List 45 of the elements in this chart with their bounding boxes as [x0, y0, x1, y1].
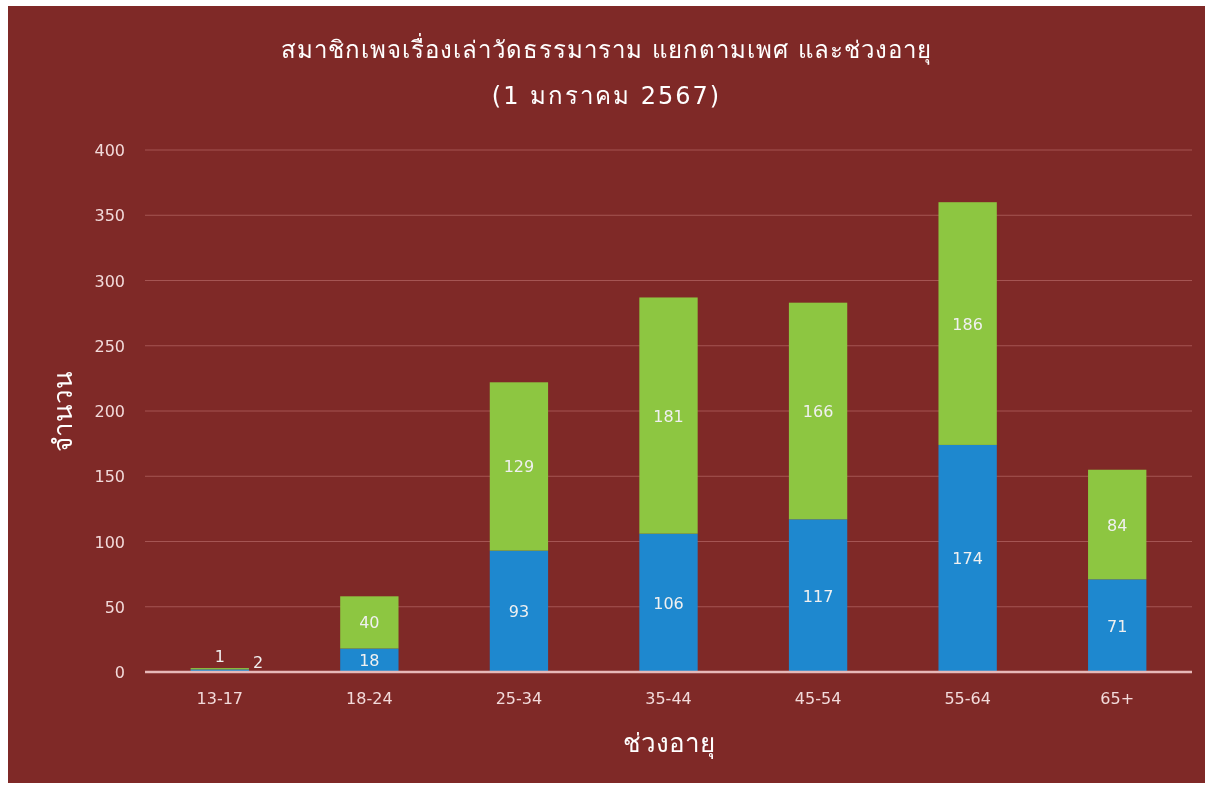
data-label: 71 [1107, 616, 1128, 636]
y-tick-label: 350 [94, 206, 125, 226]
y-tick-label: 50 [104, 597, 125, 617]
x-tick-label: 65+ [1100, 689, 1135, 708]
bar [788, 302, 848, 520]
bar [1088, 579, 1147, 672]
data-label: 174 [952, 549, 983, 569]
data-label: 40 [359, 613, 380, 633]
y-tick-label: 150 [94, 467, 125, 487]
data-label: 18 [359, 651, 380, 671]
bar [489, 550, 549, 672]
bar [938, 444, 997, 672]
bar [639, 297, 698, 534]
y-tick-label: 300 [94, 271, 125, 291]
x-tick-label: 18-24 [346, 689, 393, 708]
x-axis-title: ช่วงอายุ [622, 728, 715, 759]
x-tick-label: 35-44 [645, 689, 692, 708]
x-tick-label: 25-34 [495, 689, 543, 708]
bar [938, 202, 997, 445]
data-label: 181 [653, 406, 684, 426]
bar [340, 596, 399, 649]
y-tick-label: 400 [94, 141, 125, 160]
data-label: 117 [802, 586, 834, 606]
y-axis-title: จำนวน [48, 370, 78, 452]
bar [639, 533, 698, 672]
x-tick-label: 13-17 [196, 689, 244, 708]
chart-title: สมาชิกเพจเรื่องเล่าวัดธรรมาราม แยกตามเพศ และช่วงอายุ [281, 33, 932, 65]
y-tick-label: 250 [94, 336, 125, 356]
bar [489, 382, 549, 551]
data-label: 1 [214, 647, 225, 667]
data-label: 186 [952, 314, 983, 334]
data-label: 166 [802, 402, 834, 421]
data-label: 129 [503, 457, 535, 477]
data-label: 93 [508, 602, 530, 622]
y-tick-label: 100 [94, 532, 125, 552]
x-tick-label: 45-54 [794, 689, 842, 708]
chart-subtitle: (1 มกราคม 2567) [491, 82, 722, 110]
bar [1088, 469, 1147, 580]
x-tick-label: 55-64 [944, 689, 991, 708]
y-tick-label: 0 [114, 663, 125, 682]
data-label: 2 [252, 653, 264, 672]
y-tick-label: 200 [94, 402, 125, 421]
data-label: 106 [653, 593, 684, 613]
data-label: 84 [1107, 515, 1128, 535]
bar [788, 519, 848, 672]
